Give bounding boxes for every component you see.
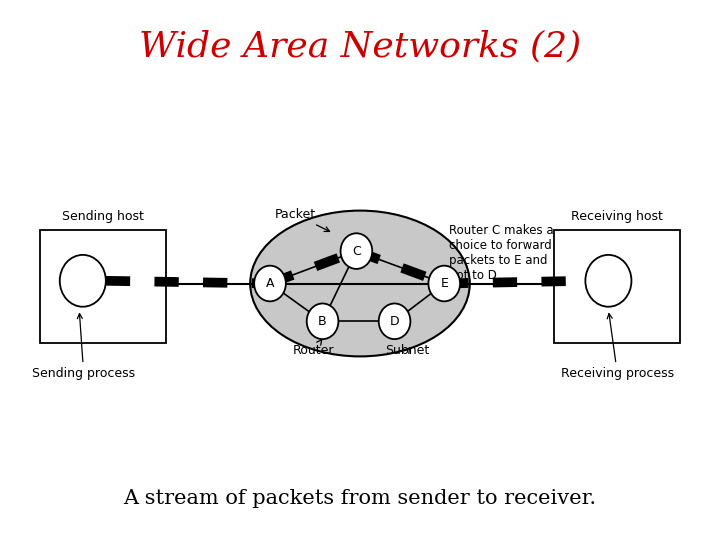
Text: A: A (266, 277, 274, 290)
Text: C: C (352, 245, 361, 258)
Text: Receiving process: Receiving process (561, 314, 674, 380)
Ellipse shape (379, 303, 410, 339)
Ellipse shape (254, 266, 286, 301)
Text: Router C makes a
choice to forward
packets to E and
not to D: Router C makes a choice to forward packe… (449, 224, 553, 282)
Ellipse shape (307, 303, 338, 339)
Text: Wide Area Networks (2): Wide Area Networks (2) (139, 30, 581, 64)
Ellipse shape (428, 266, 460, 301)
Ellipse shape (585, 255, 631, 307)
Text: A stream of packets from sender to receiver.: A stream of packets from sender to recei… (123, 489, 597, 508)
Text: Receiving host: Receiving host (572, 210, 663, 223)
Ellipse shape (341, 233, 372, 269)
Text: Sending host: Sending host (62, 210, 143, 223)
FancyBboxPatch shape (554, 230, 680, 343)
Text: B: B (318, 315, 327, 328)
FancyBboxPatch shape (40, 230, 166, 343)
Text: Packet: Packet (274, 208, 330, 232)
Text: D: D (390, 315, 400, 328)
Text: Subnet: Subnet (385, 345, 430, 357)
Text: Sending process: Sending process (32, 314, 135, 380)
Ellipse shape (60, 255, 106, 307)
Text: E: E (441, 277, 448, 290)
Ellipse shape (251, 211, 470, 356)
Text: Router: Router (292, 339, 334, 357)
